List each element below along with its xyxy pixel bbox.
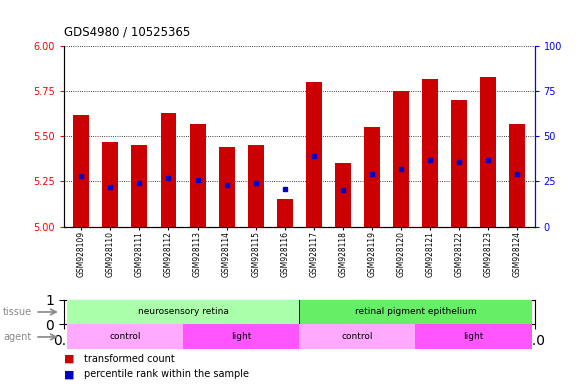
Bar	[131, 145, 148, 227]
Text: percentile rank within the sample: percentile rank within the sample	[84, 369, 249, 379]
Bar	[480, 77, 496, 227]
Text: ■: ■	[64, 369, 74, 379]
Text: light: light	[231, 333, 252, 341]
Text: GDS4980 / 10525365: GDS4980 / 10525365	[64, 25, 190, 38]
Bar	[218, 147, 235, 227]
Text: light: light	[463, 333, 484, 341]
Text: neurosensory retina: neurosensory retina	[138, 308, 228, 316]
Bar	[189, 124, 206, 227]
Bar	[67, 300, 299, 324]
Text: control: control	[342, 333, 373, 341]
Text: tissue: tissue	[3, 307, 32, 317]
Bar	[73, 115, 89, 227]
Text: agent: agent	[3, 332, 31, 342]
Bar	[160, 113, 177, 227]
Bar	[299, 324, 415, 349]
Bar	[306, 82, 322, 227]
Bar	[299, 300, 532, 324]
Bar	[364, 127, 380, 227]
Text: retinal pigment epithelium: retinal pigment epithelium	[354, 308, 476, 316]
Bar	[415, 324, 532, 349]
Text: transformed count: transformed count	[84, 354, 175, 364]
Bar	[67, 324, 183, 349]
Bar	[183, 324, 299, 349]
Bar	[102, 142, 119, 227]
Bar	[277, 199, 293, 227]
Bar	[248, 145, 264, 227]
Bar	[422, 79, 438, 227]
Text: ■: ■	[64, 354, 74, 364]
Bar	[509, 124, 525, 227]
Bar	[393, 91, 409, 227]
Text: control: control	[109, 333, 141, 341]
Bar	[335, 164, 351, 227]
Bar	[451, 100, 467, 227]
